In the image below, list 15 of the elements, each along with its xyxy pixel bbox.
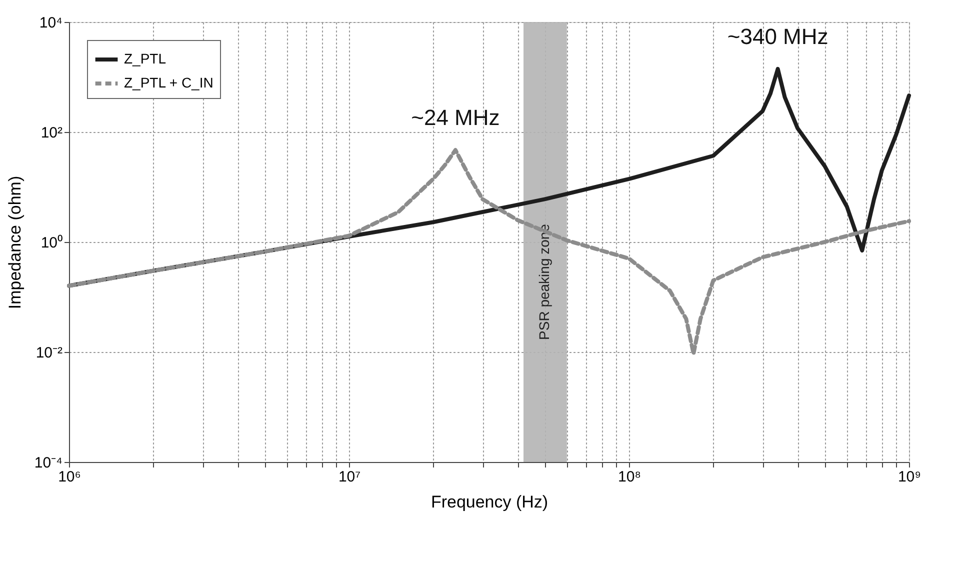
y-tick-label: 10²	[40, 124, 62, 142]
y-tick-label: 10⁻²	[36, 344, 62, 362]
x-tick-label: 10⁶	[58, 468, 81, 486]
y-tick-label: 10⁰	[40, 234, 62, 252]
legend-label: Z_PTL + C_IN	[124, 74, 214, 90]
x-tick-label: 10⁹	[898, 468, 922, 486]
annotation: ~340 MHz	[727, 24, 828, 49]
x-tick-label: 10⁷	[338, 468, 361, 486]
legend-label: Z_PTL	[124, 50, 166, 66]
x-tick-label: 10⁸	[618, 468, 642, 486]
y-tick-label: 10⁴	[39, 14, 62, 32]
y-axis-title: Impedance (ohm)	[5, 176, 24, 310]
annotation: ~24 MHz	[411, 105, 500, 130]
y-tick-label: 10⁻⁴	[34, 454, 62, 472]
x-axis-title: Frequency (Hz)	[430, 492, 548, 512]
